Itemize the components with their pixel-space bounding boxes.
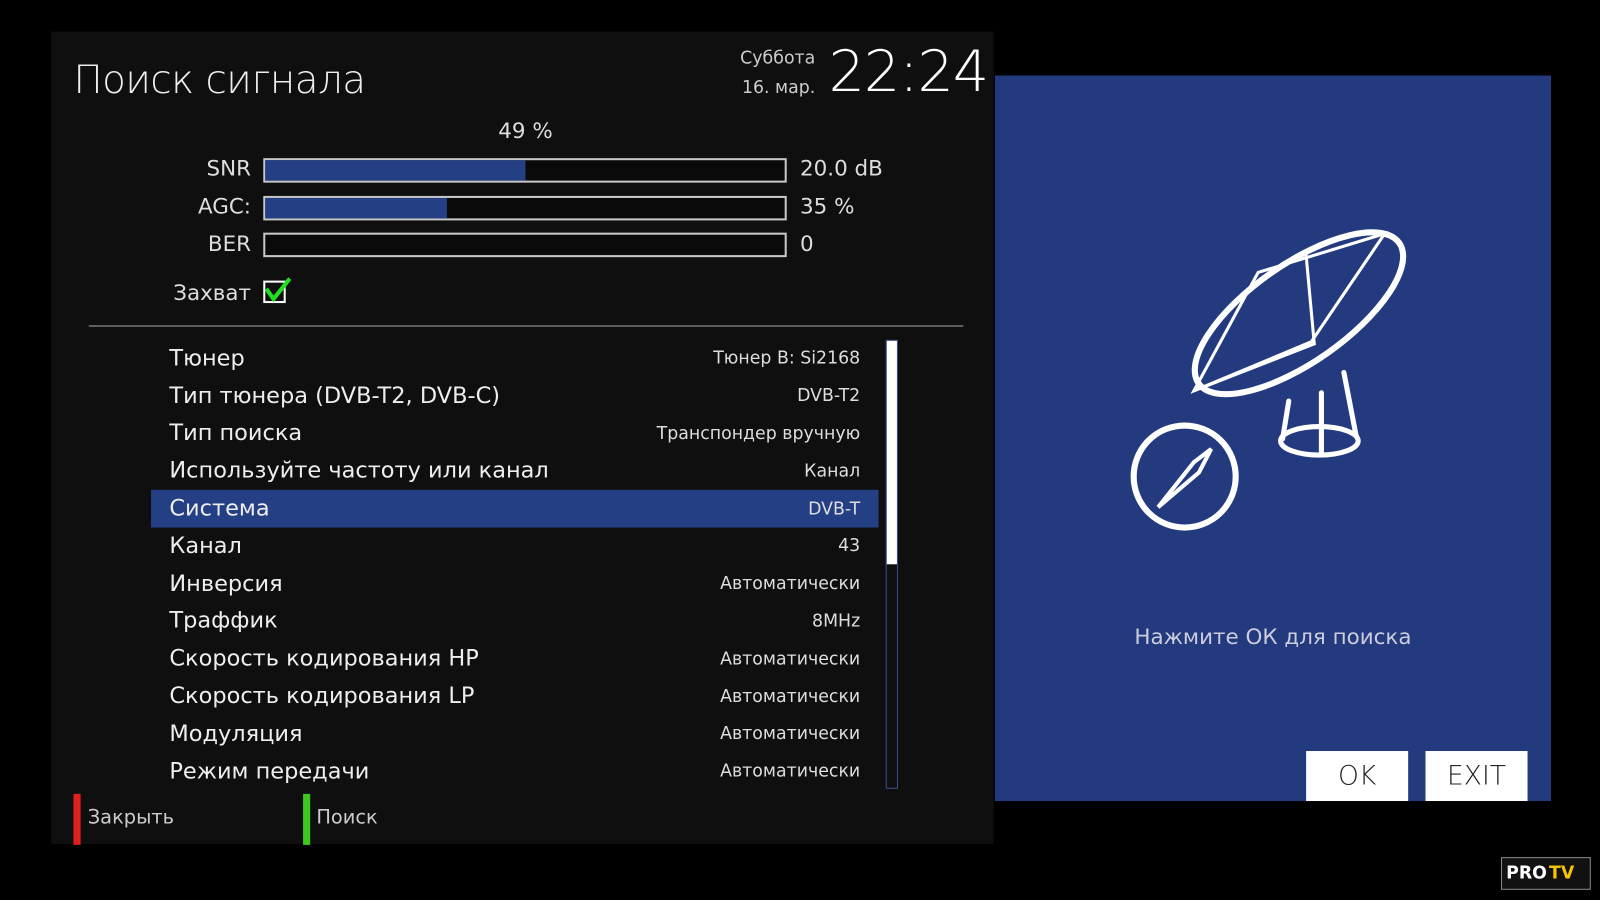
weekday: Суббота	[740, 47, 816, 69]
setting-value: Автоматически	[720, 723, 861, 745]
clock: 22:24	[828, 38, 990, 106]
setting-name: Скорость кодирования HP	[169, 646, 479, 672]
ber-bar	[263, 232, 787, 258]
protv-watermark-logo: PRO TV	[1501, 857, 1591, 890]
satellite-dish-compass-icon	[1130, 229, 1407, 531]
ber-value: 0	[799, 231, 814, 257]
snr-label: SNR	[206, 156, 252, 181]
logo-pro: PRO	[1506, 863, 1547, 884]
green-key-icon	[303, 793, 311, 845]
close-button[interactable]: Закрыть	[87, 806, 175, 829]
search-button[interactable]: Поиск	[316, 806, 378, 829]
setting-value: 43	[838, 536, 861, 557]
settings-row[interactable]: Модуляция Автоматически	[151, 715, 879, 753]
settings-row[interactable]: Скорость кодирования LP Автоматически	[151, 678, 879, 716]
setting-value: Транспондер вручную	[656, 423, 861, 444]
setting-value: DVB-T	[808, 498, 861, 519]
settings-row[interactable]: Траффик 8MHz	[151, 603, 879, 641]
scrollbar-thumb[interactable]	[886, 340, 897, 565]
date: 16. мар.	[741, 77, 816, 98]
settings-row[interactable]: Скорость кодирования HP Автоматически	[151, 640, 879, 678]
settings-row[interactable]: Используйте частоту или канал Канал	[151, 452, 879, 490]
setting-value: Канал	[804, 460, 861, 482]
settings-list: Тюнер Тюнер B: Si2168 Тип тюнера (DVB-T2, …	[151, 340, 879, 791]
checkmark-icon	[264, 277, 292, 303]
signal-quality: 49 %	[498, 118, 553, 143]
ber-label: BER	[207, 231, 252, 257]
agc-bar	[263, 195, 787, 221]
settings-row[interactable]: Канал 43	[151, 528, 879, 566]
settings-row[interactable]: Тип поиска Транспондер вручную	[151, 415, 879, 453]
settings-row[interactable]: Тип тюнера (DVB-T2, DVB-C) DVB-T2	[151, 377, 879, 415]
lock-label: Захват	[173, 280, 252, 306]
setting-name: Используйте частоту или канал	[169, 458, 549, 484]
setting-value: Автоматически	[720, 761, 861, 782]
snr-bar-fill	[265, 160, 525, 181]
exit-button[interactable]: EXIT	[1425, 751, 1528, 802]
setting-value: Автоматически	[720, 573, 861, 595]
setting-name: Система	[169, 495, 270, 522]
setting-name: Инверсия	[169, 571, 283, 597]
setting-value: 8MHz	[812, 611, 861, 632]
setting-name: Скорость кодирования LP	[169, 683, 475, 710]
setting-name: Режим передачи	[169, 758, 370, 785]
snr-value: 20.0 dB	[799, 156, 883, 181]
divider	[88, 325, 964, 327]
setting-name: Траффик	[169, 608, 278, 635]
agc-label: AGC:	[197, 193, 252, 219]
search-dialog	[994, 75, 1552, 802]
page-title: Поиск сигнала	[73, 57, 366, 103]
scrollbar[interactable]	[885, 339, 898, 789]
settings-row[interactable]: Система DVB-T	[151, 489, 879, 528]
settings-row[interactable]: Режим передачи Автоматически	[151, 753, 879, 791]
agc-value: 35 %	[799, 193, 855, 219]
settings-row[interactable]: Тюнер Тюнер B: Si2168	[151, 340, 879, 378]
ok-button[interactable]: OK	[1306, 751, 1409, 802]
search-hint: Нажмите ОК для поиска	[1134, 624, 1412, 649]
logo-tv: TV	[1548, 863, 1575, 884]
setting-value: Автоматически	[720, 686, 861, 707]
settings-row[interactable]: Инверсия Автоматически	[151, 565, 879, 603]
setting-name: Тюнер	[169, 345, 245, 372]
setting-value: Тюнер B: Si2168	[713, 348, 861, 369]
setting-name: Модуляция	[169, 721, 303, 747]
agc-bar-fill	[265, 197, 448, 219]
setting-value: Автоматически	[720, 648, 861, 670]
setting-name: Тип поиска	[169, 420, 303, 447]
lock-checkbox	[263, 277, 292, 304]
setting-value: DVB-T2	[797, 385, 861, 407]
setting-name: Канал	[169, 533, 242, 560]
red-key-icon	[73, 793, 81, 845]
snr-bar	[263, 158, 787, 183]
setting-name: Тип тюнера (DVB-T2, DVB-C)	[169, 383, 501, 409]
